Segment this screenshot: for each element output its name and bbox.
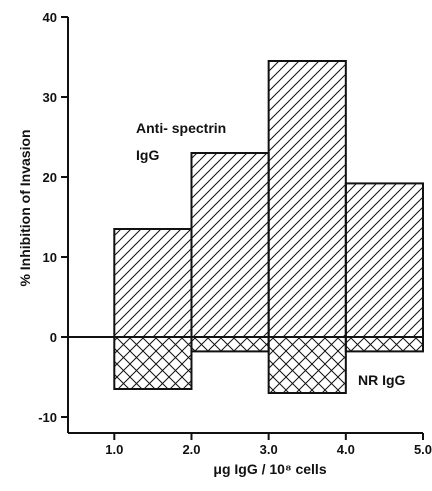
x-tick-label: 2.0	[182, 442, 200, 457]
nr-igg-bar	[113, 336, 193, 390]
nr-igg-bar	[190, 336, 270, 353]
y-tick-label: 20	[43, 170, 57, 185]
nr-igg-bar	[267, 336, 347, 394]
y-axis-label: % Inhibition of Invasion	[17, 129, 33, 286]
y-tick-label: 40	[43, 10, 57, 25]
nr-igg-bar	[344, 336, 424, 353]
axes-group: -10 0 10 20 30 40 1.0 2.0 3.0 4.0 5.0	[38, 10, 432, 457]
anti-spectrin-bar	[113, 228, 193, 338]
x-axis-label: μg IgG / 10⁸ cells	[213, 461, 326, 477]
bars-group	[113, 60, 424, 394]
labels-group: % Inhibition of Invasion μg IgG / 10⁸ ce…	[17, 120, 406, 477]
y-tick-label: 10	[43, 250, 57, 265]
anti-spectrin-bar	[344, 182, 424, 338]
x-tick-label: 4.0	[337, 442, 355, 457]
x-tick-label: 3.0	[260, 442, 278, 457]
anti-spectrin-bar	[267, 60, 347, 338]
x-tick-label: 5.0	[414, 442, 432, 457]
annotation-anti-spectrin-igg: IgG	[136, 147, 159, 163]
annotation-nr-igg: NR IgG	[358, 372, 406, 388]
y-tick-label: -10	[38, 410, 57, 425]
y-tick-label: 0	[50, 330, 57, 345]
y-tick-label: 30	[43, 90, 57, 105]
x-tick-label: 1.0	[105, 442, 123, 457]
anti-spectrin-bar	[190, 152, 270, 338]
annotation-anti-spectrin: Anti- spectrin	[136, 120, 226, 136]
